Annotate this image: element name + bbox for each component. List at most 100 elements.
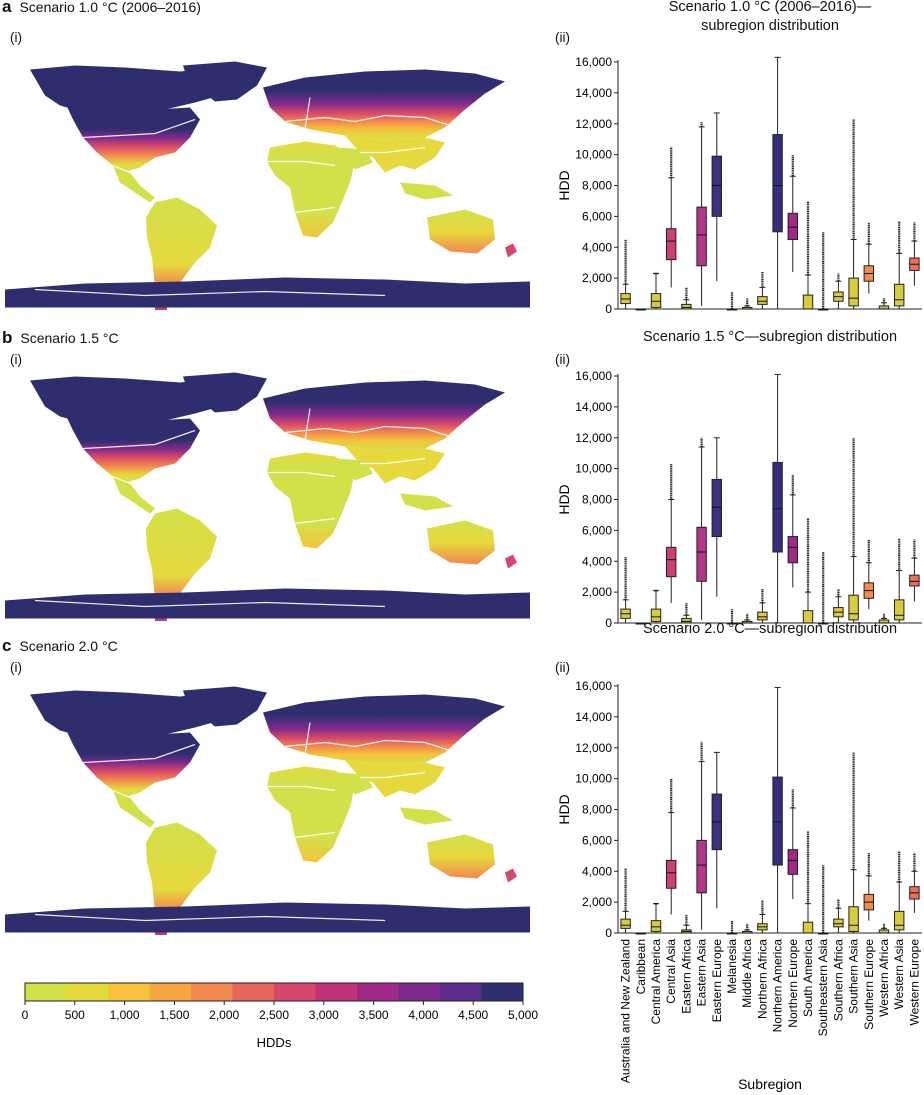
y-tick-label: 12,000 <box>575 117 612 131</box>
y-axis-label: HDD <box>556 794 572 824</box>
box-southern-asia <box>848 437 859 623</box>
box-iqr <box>893 599 905 621</box>
colorbar-label: HDDs <box>257 1035 292 1050</box>
colorbar-swatch <box>66 983 109 1001</box>
box-melanesia <box>726 609 738 625</box>
box-iqr <box>757 296 768 305</box>
box-southern-africa <box>833 899 844 933</box>
box-southern-europe <box>863 539 875 610</box>
boxplot-3: 0 2,000 4,000 6,000 8,000 10,000 12,000 14,000 1… <box>556 679 922 1092</box>
y-tick-label: 2,000 <box>582 895 612 909</box>
box-eastern-asia <box>696 437 707 620</box>
colorbar-tick-label: 0 <box>22 1008 29 1022</box>
colorbar-tick-label: 3,000 <box>309 1008 339 1022</box>
box-australia-and-new-zealand <box>620 556 631 623</box>
y-axis-label: HDD <box>556 170 572 200</box>
box-melanesia <box>726 920 738 935</box>
box-iqr <box>650 293 662 308</box>
box-iqr <box>787 212 799 241</box>
y-tick-label: 8,000 <box>582 493 612 507</box>
box-eastern-europe <box>711 112 723 282</box>
box-iqr <box>696 526 707 582</box>
box-central-asia <box>665 463 677 603</box>
y-tick-label: 0 <box>605 616 612 630</box>
panel-a-letter: a <box>2 0 12 16</box>
y-tick-label: 4,000 <box>582 554 612 568</box>
y-tick-label: 14,000 <box>575 710 612 724</box>
colorbar-swatch <box>315 983 358 1001</box>
boxplot-2: 0 2,000 4,000 6,000 8,000 10,000 12,000 14,000 1… <box>556 369 922 630</box>
box-northern-america <box>772 373 783 623</box>
box-eastern-europe <box>711 751 723 909</box>
colorbar-swatch <box>149 983 192 1001</box>
box-southeastern-asia <box>817 551 829 625</box>
x-tick-label: Northern Europe <box>786 939 800 1028</box>
box-iqr <box>711 155 723 217</box>
y-tick-label: 4,000 <box>582 240 612 254</box>
y-tick-label: 10,000 <box>575 462 612 476</box>
box-western-asia <box>893 851 905 933</box>
y-tick-label: 2,000 <box>582 271 612 285</box>
panel-c-chart-label: (ii) <box>555 660 570 675</box>
panel-b-title-text: Scenario 1.5 °C <box>20 330 119 346</box>
colorbar-swatch <box>274 983 316 1001</box>
box-iqr <box>893 910 905 931</box>
box-melanesia <box>726 292 738 311</box>
box-western-europe <box>909 222 920 286</box>
box-iqr <box>848 277 859 307</box>
box-iqr <box>681 617 692 624</box>
box-southeastern-asia <box>817 231 829 311</box>
colorbar-tick-label: 2,500 <box>259 1008 289 1022</box>
x-tick-label: South America <box>801 939 815 1017</box>
box-caribbean <box>635 308 647 311</box>
x-tick-label: Southern Asia <box>847 939 861 1014</box>
panel-c-title-text: Scenario 2.0 °C <box>19 638 118 654</box>
colorbar-tick-label: 1,000 <box>110 1008 140 1022</box>
panel-c-title: c Scenario 2.0 °C <box>2 636 118 656</box>
box-south-america <box>802 518 814 624</box>
y-tick-label: 0 <box>605 926 612 940</box>
x-tick-label: Northern Africa <box>755 939 769 1019</box>
panel-a-chart-title-line2: subregion distribution <box>701 18 839 34</box>
box-southern-africa <box>833 273 844 309</box>
x-tick-label: Central America <box>649 939 663 1025</box>
box-iqr <box>665 546 677 578</box>
box-southern-europe <box>863 222 875 294</box>
box-southern-africa <box>833 589 844 623</box>
box-iqr <box>772 776 783 866</box>
x-tick-label: Southern Europe <box>862 939 876 1030</box>
boxplot-1: 0 2,000 4,000 6,000 8,000 10,000 12,000 14,000 1… <box>556 55 922 316</box>
y-tick-label: 16,000 <box>575 55 612 69</box>
box-iqr <box>802 610 814 624</box>
box-western-africa <box>878 923 890 934</box>
colorbar-tick-label: 3,500 <box>359 1008 389 1022</box>
x-tick-label: Caribbean <box>634 939 648 994</box>
box-eastern-asia <box>696 122 707 306</box>
x-tick-label: Eastern Asia <box>695 939 709 1007</box>
box-western-asia <box>893 538 905 623</box>
y-tick-label: 12,000 <box>575 741 612 755</box>
box-iqr <box>787 849 799 875</box>
y-tick-label: 10,000 <box>575 772 612 786</box>
box-iqr <box>757 611 768 621</box>
box-eastern-africa <box>681 287 692 310</box>
box-northern-africa <box>757 900 768 933</box>
box-iqr <box>665 859 677 889</box>
panel-c-chart-title: Scenario 2.0 °C—subregion distribution <box>620 621 920 637</box>
box-western-europe <box>909 539 920 602</box>
box-iqr <box>848 594 859 621</box>
panel-b-map-label: (i) <box>10 352 22 367</box>
y-tick-label: 6,000 <box>582 833 612 847</box>
panel-c-map-label: (i) <box>10 660 22 675</box>
panel-a-title: a Scenario 1.0 °C (2006–2016) <box>2 0 201 17</box>
colorbar-swatch <box>232 983 275 1001</box>
box-australia-and-new-zealand <box>620 868 631 933</box>
box-eastern-africa <box>681 602 692 624</box>
x-tick-label: Eastern Europe <box>710 939 724 1023</box>
x-tick-label: Middle Africa <box>740 939 754 1008</box>
y-tick-label: 12,000 <box>575 431 612 445</box>
box-caribbean <box>635 932 647 935</box>
box-southern-europe <box>863 852 875 921</box>
x-tick-label: Eastern Africa <box>679 939 693 1014</box>
